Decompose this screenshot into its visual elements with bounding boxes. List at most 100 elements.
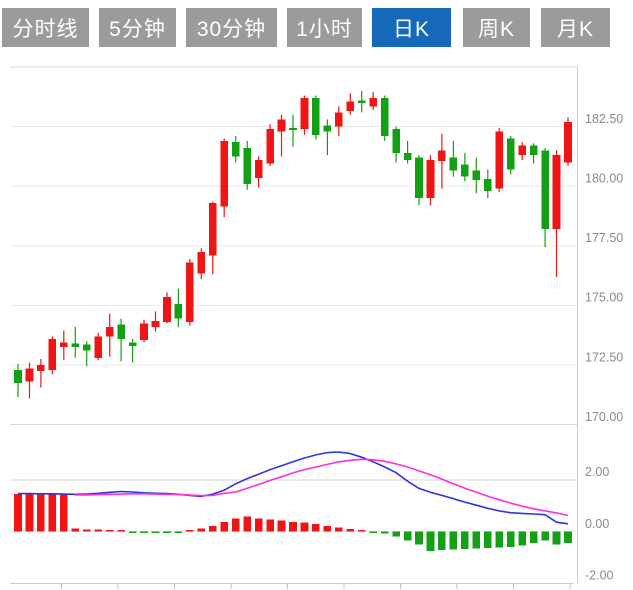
macd-histogram-bar: [300, 522, 309, 532]
tab-timeline[interactable]: 分时线: [2, 8, 89, 47]
tab-monthly-k[interactable]: 月K: [541, 8, 610, 47]
macd-histogram-bar: [82, 529, 91, 532]
macd-histogram-bar: [506, 531, 515, 547]
macd-histogram-bar: [392, 531, 400, 537]
candle-body: [312, 98, 320, 135]
candle-body: [105, 326, 114, 337]
candle-body: [529, 145, 538, 156]
tab-1hour[interactable]: 1小时: [287, 8, 362, 47]
macd-histogram-bar: [105, 530, 114, 532]
candle-body: [541, 150, 549, 230]
candle-body: [518, 145, 526, 156]
candle-body: [335, 112, 343, 127]
macd-histogram-bar: [335, 527, 343, 532]
tab-daily-k[interactable]: 日K: [372, 8, 451, 47]
macd-histogram-bar: [380, 531, 389, 534]
macd-histogram-bar: [369, 531, 377, 533]
candle-body: [289, 127, 297, 131]
candle-body: [128, 342, 137, 346]
candle-body: [403, 152, 412, 160]
macd-histogram-bar: [220, 522, 228, 532]
candle-body: [357, 100, 366, 103]
macd-histogram-bar: [449, 531, 458, 550]
dea-line: [75, 458, 569, 517]
macd-histogram-bar: [484, 531, 492, 548]
macd-histogram-bar: [426, 531, 435, 552]
macd-histogram-bar: [37, 494, 45, 532]
candle-body: [140, 323, 148, 340]
macd-histogram-bar: [48, 494, 57, 532]
price-axis-label: 182.50: [585, 112, 623, 126]
candle-body: [300, 98, 309, 129]
macd-histogram-bar: [518, 531, 526, 546]
macd-histogram-bar: [438, 531, 446, 551]
macd-histogram-bar: [312, 523, 320, 532]
candle-body: [48, 338, 57, 370]
macd-histogram-bar: [174, 531, 183, 533]
candle-body: [564, 121, 572, 163]
macd-histogram-bar: [541, 531, 549, 541]
candle-body: [369, 98, 377, 107]
price-axis-label: 172.50: [585, 350, 623, 364]
macd-histogram-bar: [94, 529, 102, 532]
macd-histogram-bar: [117, 530, 125, 532]
macd-histogram-bar: [357, 530, 366, 532]
macd-histogram-bar: [323, 525, 332, 532]
candle-body: [461, 164, 469, 177]
macd-histogram-bar: [564, 531, 572, 544]
candle-body: [231, 142, 240, 157]
candle-body: [495, 131, 503, 189]
price-axis-label: 175.00: [585, 291, 623, 305]
candle-body: [14, 369, 22, 383]
macd-histogram-bar: [140, 531, 148, 533]
candle-body: [472, 170, 481, 181]
candle-body: [37, 365, 45, 371]
candle-body: [415, 157, 423, 199]
candle-body: [25, 368, 34, 382]
tab-weekly-k[interactable]: 周K: [463, 8, 530, 47]
macd-axis-label: 2.00: [585, 465, 609, 479]
tab-30min[interactable]: 30分钟: [186, 8, 277, 47]
macd-histogram-bar: [472, 531, 481, 549]
macd-histogram-bar: [552, 531, 561, 545]
candle-body: [323, 125, 332, 132]
macd-histogram-bar: [266, 519, 274, 532]
candle-body: [94, 336, 102, 358]
macd-histogram-bar: [186, 530, 194, 532]
candle-body: [174, 304, 183, 319]
candle-body: [254, 160, 263, 178]
candle-body: [426, 160, 435, 199]
macd-histogram-bar: [231, 518, 240, 532]
macd-histogram-bar: [151, 531, 160, 533]
candle-body: [392, 129, 400, 153]
price-axis-label: 180.00: [585, 171, 623, 185]
macd-histogram-bar: [163, 531, 171, 533]
candle-body: [82, 344, 91, 351]
price-axis-label: 177.50: [585, 231, 623, 245]
candle-body: [209, 202, 217, 256]
dif-line: [18, 451, 569, 525]
macd-axis-label: 0.00: [585, 517, 609, 531]
macd-histogram-bar: [289, 522, 297, 532]
candle-body: [197, 251, 206, 274]
macd-histogram-bar: [60, 493, 68, 532]
macd-histogram-bar: [495, 531, 503, 548]
macd-histogram-bar: [346, 528, 355, 532]
candle-body: [243, 148, 251, 184]
macd-histogram-bar: [403, 531, 412, 541]
candle-body: [220, 140, 228, 207]
macd-histogram-bar: [461, 531, 469, 549]
candle-body: [163, 297, 171, 323]
tab-5min[interactable]: 5分钟: [99, 8, 176, 47]
candle-body: [484, 179, 492, 191]
candle-body: [186, 262, 194, 323]
macd-histogram-bar: [254, 518, 263, 532]
macd-histogram-bar: [415, 531, 423, 545]
candle-body: [151, 320, 160, 327]
macd-histogram-bar: [14, 494, 22, 532]
candle-body: [449, 157, 458, 171]
candle-body: [552, 155, 561, 230]
macd-histogram-bar: [209, 525, 217, 532]
macd-histogram-bar: [243, 516, 251, 532]
